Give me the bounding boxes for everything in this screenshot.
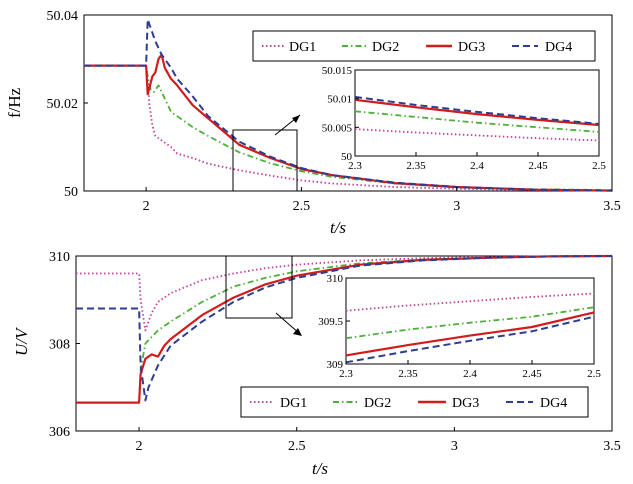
- bottom-inset-series-dg2: [345, 306, 595, 340]
- top-inset: 2.3 2.35 2.4 2.45 2.5 50 50.005 50.01 50.015: [322, 65, 607, 172]
- top-legend-label-dg3: DG3: [458, 40, 485, 55]
- bottom-inset-y-ticks: 309 309.5 310: [318, 273, 350, 371]
- bottom-legend-label-dg4: DG4: [540, 396, 567, 411]
- top-inset-y-tick-label: 50.015: [322, 65, 353, 77]
- top-inset-series-dg4: [354, 95, 600, 125]
- bottom-series: [76, 254, 613, 404]
- top-legend: DG1 DG2 DG3 DG4: [252, 30, 596, 62]
- bottom-inset-series-dg1: [345, 292, 595, 312]
- top-inset-y-tick-label: 50.005: [322, 122, 353, 134]
- bottom-series-dg2: [76, 255, 613, 404]
- bottom-legend-label-dg1: DG1: [280, 396, 307, 411]
- bottom-inset-x-tick-label: 2.3: [339, 368, 353, 380]
- bottom-inset-x-tick-label: 2.5: [587, 368, 601, 380]
- top-zoom-arrowhead: [292, 115, 300, 123]
- bottom-series-dg1: [76, 255, 613, 332]
- bottom-inset-y-tick-label: 309: [327, 359, 344, 371]
- bottom-y-tick-label: 310: [49, 250, 70, 265]
- bottom-x-ticks: 2 2.5 3 3.5: [136, 427, 621, 454]
- top-inset-x-ticks: 2.3 2.35 2.4 2.45 2.5: [348, 152, 606, 172]
- bottom-inset-series-dg3: [345, 311, 595, 357]
- top-zoom-box: [232, 129, 298, 192]
- bottom-zoom-box: [225, 255, 293, 319]
- bottom-inset-x-ticks: 2.3 2.35 2.4 2.45 2.5: [339, 360, 601, 380]
- bottom-y-ticks: 306 308 310: [49, 250, 80, 440]
- top-legend-label-dg2: DG2: [372, 40, 399, 55]
- bottom-inset-frame: [345, 277, 595, 365]
- top-series: [84, 18, 613, 192]
- top-inset-x-tick-label: 2.35: [406, 160, 426, 172]
- bottom-x-tick-label: 3: [451, 439, 458, 454]
- top-inset-x-tick-label: 2.3: [348, 160, 362, 172]
- top-y-axis-label: f/Hz: [5, 87, 24, 118]
- bottom-legend: DG1 DG2 DG3 DG4: [240, 386, 589, 418]
- top-inset-x-tick-label: 2.45: [528, 160, 548, 172]
- voltage-chart: 2 2.5 3 3.5 306 308 310 U/V t/s DG1 DG2 DG3 D…: [12, 250, 621, 478]
- top-x-tick-label: 2.5: [293, 199, 311, 214]
- bottom-inset-x-tick-label: 2.45: [522, 368, 542, 380]
- top-inset-x-tick-label: 2.5: [592, 160, 606, 172]
- bottom-inset-x-tick-label: 2.4: [463, 368, 477, 380]
- bottom-inset-x-tick-label: 2.35: [398, 368, 418, 380]
- bottom-inset-y-tick-label: 310: [327, 273, 344, 285]
- top-inset-x-tick-label: 2.4: [470, 160, 484, 172]
- top-x-tick-label: 3.5: [603, 199, 621, 214]
- top-series-dg4: [84, 18, 613, 192]
- top-inset-series-dg3: [354, 98, 600, 127]
- top-y-tick-label: 50: [64, 185, 78, 200]
- frequency-chart: 2 2.5 3 3.5 50 50.02 50.04 f/Hz t/s DG1 DG2 D…: [5, 9, 621, 237]
- top-series-dg3: [84, 53, 613, 192]
- top-y-ticks: 50 50.02 50.04: [47, 9, 88, 200]
- bottom-x-tick-label: 2: [136, 439, 143, 454]
- bottom-legend-label-dg2: DG2: [364, 396, 391, 411]
- top-y-tick-label: 50.02: [47, 97, 79, 112]
- bottom-x-tick-label: 3.5: [603, 439, 621, 454]
- top-inset-series-dg2: [354, 110, 600, 133]
- top-x-axis-label: t/s: [330, 218, 346, 237]
- top-inset-y-tick-label: 50: [341, 151, 353, 163]
- bottom-y-tick-label: 306: [49, 425, 70, 440]
- bottom-inset-y-tick-label: 309.5: [318, 316, 343, 328]
- bottom-legend-label-dg3: DG3: [452, 396, 479, 411]
- top-legend-label-dg1: DG1: [289, 40, 316, 55]
- bottom-inset-series-dg4: [345, 315, 595, 364]
- top-inset-y-ticks: 50 50.005 50.01 50.015: [322, 65, 359, 163]
- top-inset-series: [354, 95, 600, 142]
- bottom-y-axis-label: U/V: [12, 326, 31, 356]
- top-x-ticks: 2 2.5 3 3.5: [143, 187, 621, 214]
- bottom-series-dg4: [76, 255, 613, 402]
- bottom-zoom-arrowhead: [293, 328, 302, 336]
- bottom-y-tick-label: 308: [49, 338, 70, 353]
- top-x-tick-label: 2: [143, 199, 150, 214]
- bottom-inset: 2.3 2.35 2.4 2.45 2.5 309 309.5 310: [318, 273, 601, 380]
- bottom-inset-series: [345, 292, 595, 364]
- bottom-x-axis-label: t/s: [312, 459, 328, 478]
- bottom-x-tick-label: 2.5: [288, 439, 306, 454]
- top-legend-label-dg4: DG4: [545, 40, 572, 55]
- top-inset-series-dg1: [354, 128, 600, 142]
- top-y-tick-label: 50.04: [47, 9, 79, 24]
- top-inset-y-tick-label: 50.01: [327, 94, 352, 106]
- top-x-tick-label: 3: [453, 199, 460, 214]
